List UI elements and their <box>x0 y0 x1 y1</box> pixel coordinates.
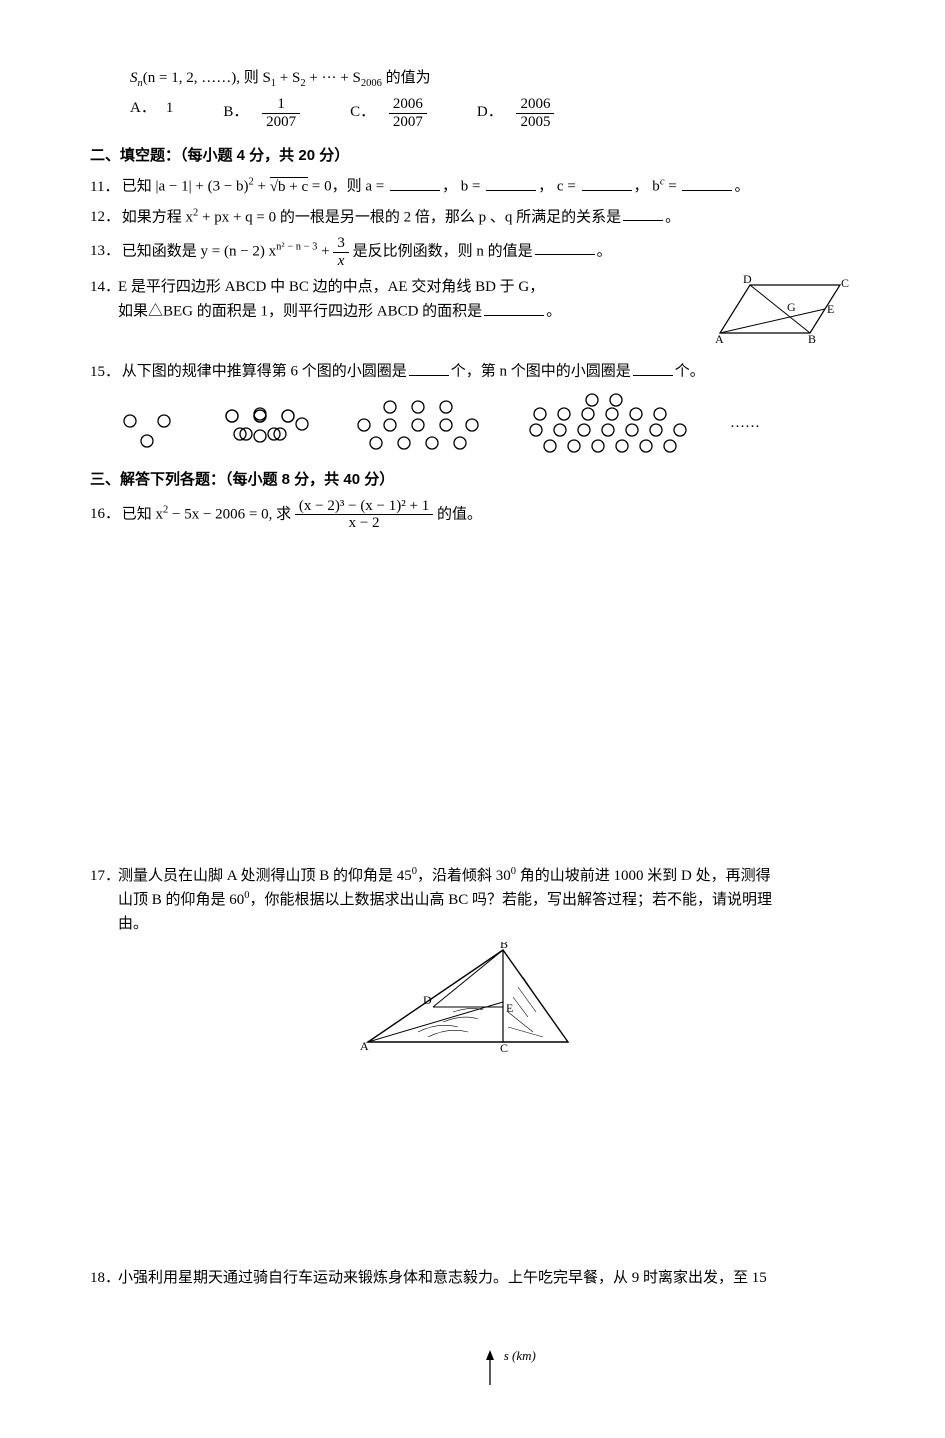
q18: 18．小强利用星期天通过骑自行车运动来锻炼身体和意志毅力。上午吃完早餐，从 9 … <box>90 1266 855 1290</box>
q13-blank[interactable] <box>535 239 595 256</box>
svg-text:C: C <box>500 1041 508 1052</box>
q15-fig-3 <box>350 399 480 454</box>
q11-blank-bc[interactable] <box>682 174 732 191</box>
q12-blank[interactable] <box>623 205 663 222</box>
q10-option-a[interactable]: A．1 <box>130 96 173 130</box>
q10-stem: Sn(n = 1, 2, ……), 则 S1 + S2 + ··· + S200… <box>90 66 855 90</box>
q15: 15． 从下图的规律中推算得第 6 个图的小圆圈是个，第 n 个图中的小圆圈是个… <box>90 359 855 384</box>
q15-fig-1 <box>120 409 180 454</box>
section-2-title: 二、填空题：（每小题 4 分，共 20 分） <box>90 144 855 168</box>
q11-blank-b[interactable] <box>486 174 536 191</box>
q13: 13． 已知函数是 y = (n − 2) xn² − n − 3 + 3x 是… <box>90 235 855 269</box>
q16-workspace <box>90 538 855 858</box>
svg-text:D: D <box>743 275 752 286</box>
q10-option-d[interactable]: D． 20062005 <box>477 96 555 130</box>
q15-ellipsis: …… <box>730 411 760 435</box>
svg-text:A: A <box>715 332 724 345</box>
q14-figure: A B C D E G <box>715 275 855 353</box>
q10-options: A．1 B． 12007 C． 20062007 D． 20062005 <box>90 96 855 130</box>
q16: 16． 已知 x2 − 5x − 2006 = 0, 求 (x − 2)³ − … <box>90 498 855 532</box>
q17-figure: A B C D E <box>90 942 855 1060</box>
q15-fig-4 <box>520 392 690 454</box>
svg-text:G: G <box>787 300 796 314</box>
q15-blank-2[interactable] <box>633 359 673 376</box>
section-3-title: 三、解答下列各题：（每小题 8 分，共 40 分） <box>90 468 855 492</box>
q14-blank[interactable] <box>484 299 544 316</box>
q11-blank-a[interactable] <box>390 174 440 191</box>
q17: 17．测量人员在山脚 A 处测得山顶 B 的仰角是 450，沿着倾斜 300 角… <box>90 864 855 936</box>
q18-axis-fragment: s (km) <box>90 1350 855 1398</box>
svg-text:C: C <box>841 276 849 290</box>
q15-fig-2 <box>220 404 310 454</box>
svg-text:B: B <box>808 332 816 345</box>
q10-option-b[interactable]: B． 12007 <box>223 96 300 130</box>
svg-text:D: D <box>423 993 432 1007</box>
q15-blank-1[interactable] <box>409 359 449 376</box>
svg-text:E: E <box>506 1001 513 1015</box>
q10-option-c[interactable]: C． 20062007 <box>350 96 427 130</box>
q12: 12． 如果方程 x2 + px + q = 0 的一根是另一根的 2 倍，那么… <box>90 205 855 230</box>
svg-text:A: A <box>360 1039 369 1052</box>
svg-text:E: E <box>827 302 834 316</box>
q15-figures: …… <box>120 392 855 454</box>
q14: 14．E 是平行四边形 ABCD 中 BC 边的中点，AE 交对角线 BD 于 … <box>90 275 855 353</box>
svg-text:B: B <box>500 942 508 951</box>
q11: 11． 已知 |a − 1| + (3 − b)2 + √b + c = 0，则… <box>90 174 855 199</box>
q17-workspace <box>90 1060 855 1260</box>
q11-blank-c[interactable] <box>582 174 632 191</box>
